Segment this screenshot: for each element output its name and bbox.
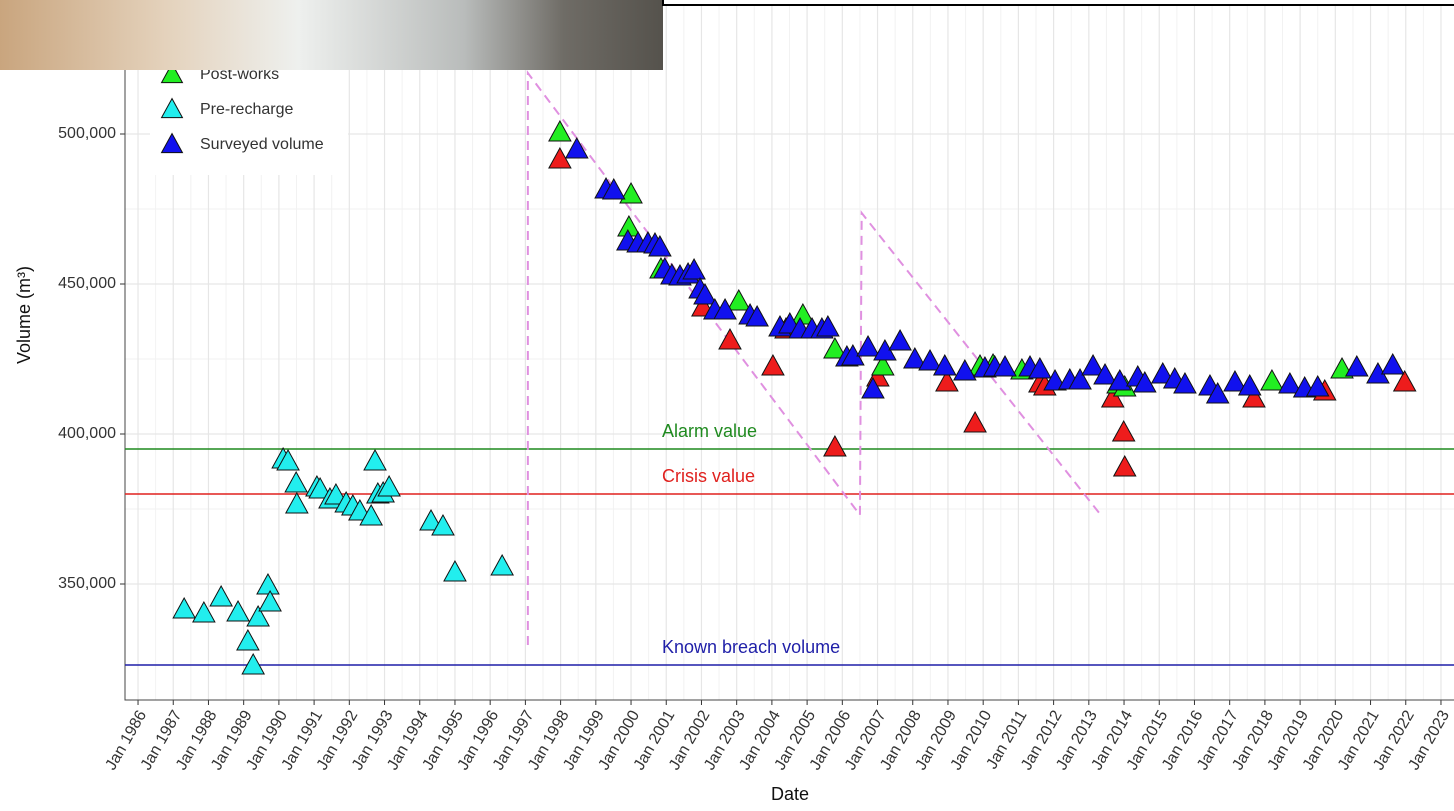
data-point [1278, 371, 1302, 394]
data-point [419, 508, 443, 531]
legend-label: Surveyed volume [200, 136, 324, 153]
data-point [359, 503, 383, 526]
data-point [1081, 353, 1105, 376]
data-point [431, 513, 455, 536]
legend-background [150, 50, 348, 175]
data-point [209, 584, 233, 607]
data-point [1344, 354, 1369, 377]
y-tick-label: 450,000 [58, 275, 116, 292]
data-point [548, 119, 572, 142]
data-point [718, 327, 742, 350]
data-point [276, 448, 300, 471]
legend-marker [160, 97, 184, 119]
data-point [726, 288, 751, 311]
data-point [308, 476, 332, 499]
data-point [953, 358, 977, 381]
reference-label: Known breach volume [662, 637, 840, 657]
data-point [246, 604, 270, 627]
inset-photo [0, 0, 663, 70]
data-point [619, 181, 643, 204]
data-point [284, 470, 308, 493]
data-point [1100, 385, 1125, 408]
data-point [903, 346, 927, 369]
data-point [993, 354, 1017, 377]
data-point [172, 596, 197, 619]
data-point [1028, 356, 1052, 379]
trend-line [526, 70, 1102, 645]
data-point [324, 482, 348, 505]
data-point [1260, 368, 1284, 391]
data-point [490, 553, 514, 576]
data-point [1173, 371, 1197, 394]
data-point [1111, 419, 1136, 442]
data-point [1237, 373, 1262, 396]
data-point [713, 297, 737, 320]
data-point [258, 589, 282, 612]
data-point [1392, 369, 1417, 392]
x-axis-title: Date [771, 784, 809, 804]
data-point [1107, 368, 1132, 391]
legend-marker [160, 62, 184, 84]
data-point [935, 369, 959, 392]
data-point [192, 600, 216, 623]
data-point [443, 559, 467, 582]
data-point [682, 257, 706, 280]
data-point [1242, 385, 1266, 408]
data-point [932, 353, 957, 376]
data-point [1223, 369, 1247, 392]
data-point [1380, 352, 1405, 375]
data-point [1132, 370, 1157, 393]
data-point [861, 376, 885, 399]
legend-label: Post-works [200, 66, 279, 83]
data-point [823, 434, 847, 457]
reference-label: Alarm value [662, 421, 757, 441]
data-point [745, 304, 769, 327]
legend-label: Pre-recharge [200, 101, 293, 118]
data-point [870, 353, 895, 376]
data-point [693, 282, 717, 305]
reference-label: Crisis value [662, 466, 755, 486]
y-tick-label: 400,000 [58, 425, 116, 442]
y-tick-label: 350,000 [58, 575, 116, 592]
data-point [963, 410, 987, 433]
data-point [363, 448, 387, 471]
data-point [1068, 367, 1092, 390]
plot-border [124, 0, 1454, 701]
data-point [816, 314, 840, 337]
y-axis-title: Volume (m³) [14, 266, 34, 364]
data-point [377, 474, 401, 497]
data-point [648, 234, 672, 257]
inset-box [662, 0, 1454, 6]
data-point [1205, 381, 1230, 404]
data-point [856, 334, 880, 357]
y-tick-label: 500,000 [58, 125, 116, 142]
legend: Post-works Pre-recharge Surveyed volume [150, 50, 348, 175]
data-point [1305, 374, 1330, 397]
data-point [236, 628, 260, 651]
data-point [1112, 454, 1137, 477]
data-point [1150, 361, 1175, 384]
data-point [918, 348, 942, 371]
data-point [226, 599, 250, 622]
data-point [823, 336, 847, 359]
data-point [601, 177, 626, 200]
legend-marker [160, 132, 184, 154]
data-point [285, 491, 309, 514]
data-point [888, 328, 912, 351]
data-point [1093, 362, 1117, 385]
data-point [761, 353, 785, 376]
data-point [241, 652, 266, 675]
data-point [564, 136, 589, 159]
